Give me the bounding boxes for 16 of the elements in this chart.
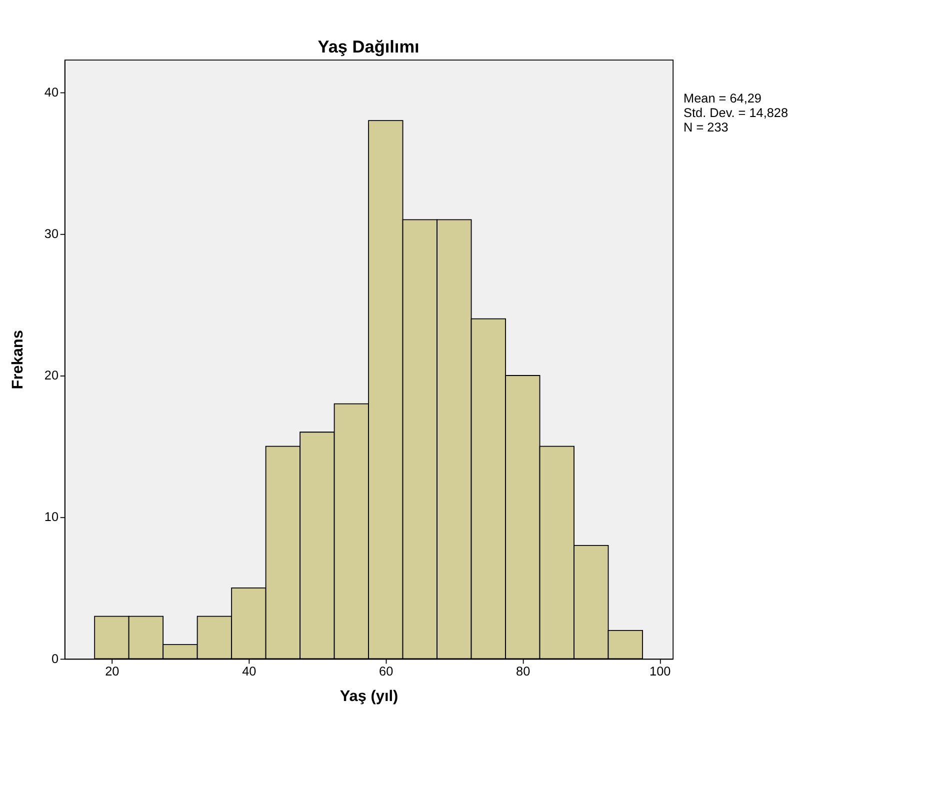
x-tick-label: 100 (650, 664, 671, 679)
x-axis-title: Yaş (yıl) (340, 688, 398, 705)
text: Mean = 64,29 (684, 91, 762, 106)
x-tick-label: 20 (105, 664, 120, 679)
y-tick-label: 0 (51, 652, 59, 666)
y-tick-label: 40 (44, 85, 59, 100)
chart-title: Yaş Dağılımı (318, 36, 420, 56)
x-tick-label: 80 (516, 664, 530, 679)
y-tick-label: 20 (44, 368, 59, 383)
y-tick-label: 10 (44, 510, 59, 524)
y-axis-title: Frekans (10, 330, 27, 390)
x-tick-label: 60 (379, 664, 394, 679)
text: Std. Dev. = 14,828 (684, 106, 788, 120)
text: N = 233 (684, 120, 728, 134)
x-tick-label: 40 (242, 664, 256, 679)
y-tick-label: 30 (44, 226, 59, 241)
